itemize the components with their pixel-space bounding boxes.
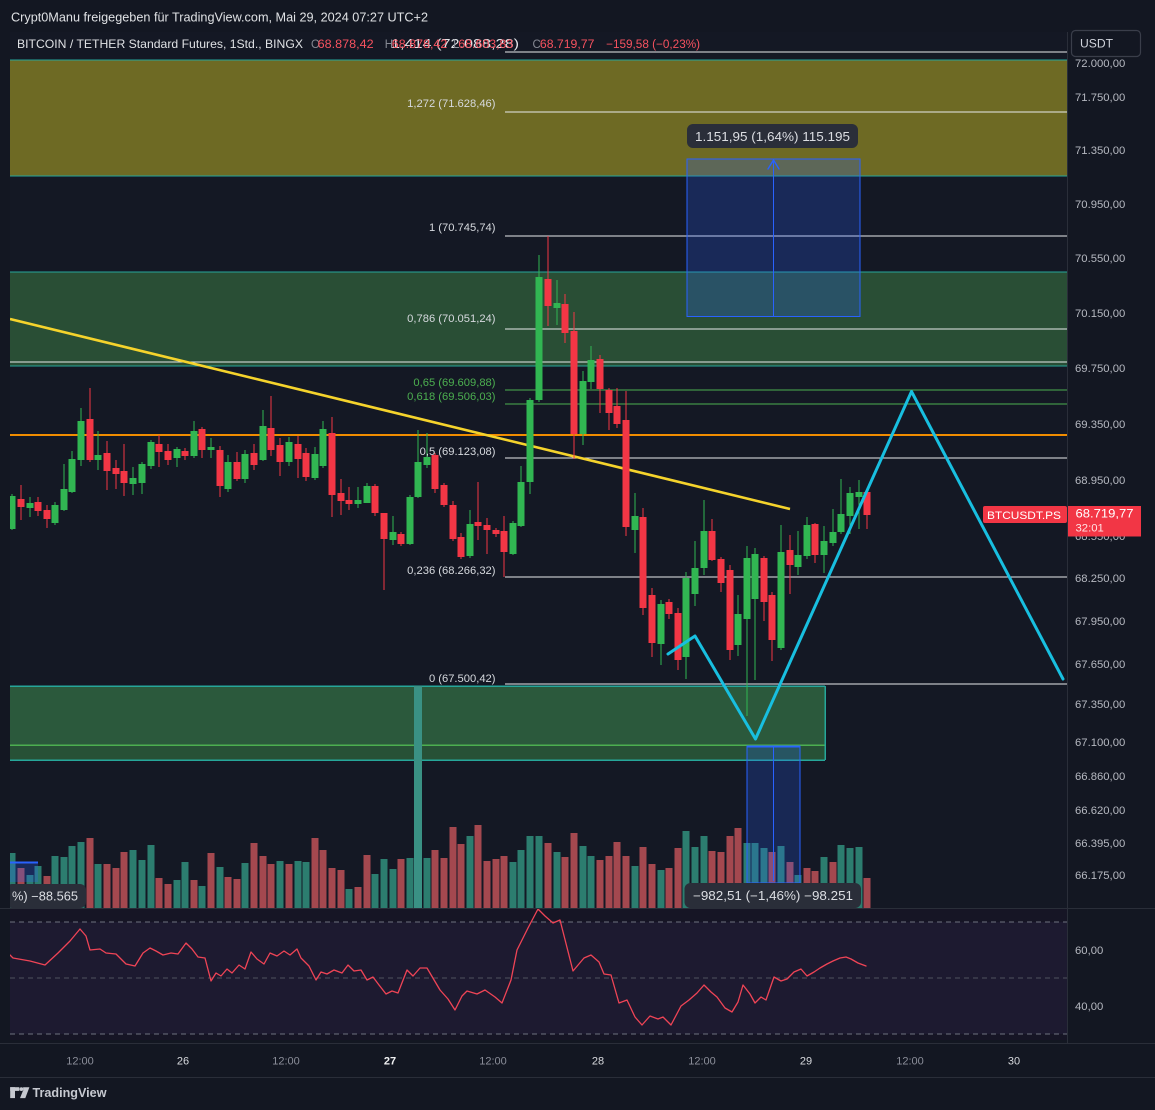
- svg-text:66.860,00: 66.860,00: [1075, 771, 1125, 783]
- svg-text:71.750,00: 71.750,00: [1075, 92, 1125, 104]
- svg-text:70.950,00: 70.950,00: [1075, 199, 1125, 211]
- svg-text:−159,58 (−0,23%): −159,58 (−0,23%): [606, 39, 700, 51]
- svg-text:69.350,00: 69.350,00: [1075, 419, 1125, 431]
- svg-text:12:00: 12:00: [66, 1056, 94, 1068]
- svg-text:C: C: [533, 39, 541, 51]
- svg-text:L: L: [453, 39, 460, 51]
- svg-text:12:00: 12:00: [479, 1056, 507, 1068]
- svg-text:66.620,00: 66.620,00: [1075, 805, 1125, 817]
- svg-text:0,786 (70.051,24): 0,786 (70.051,24): [407, 313, 496, 325]
- svg-text:12:00: 12:00: [896, 1056, 924, 1068]
- svg-text:32:01: 32:01: [1076, 523, 1104, 535]
- svg-text:−982,51 (−1,46%) −98.251: −982,51 (−1,46%) −98.251: [693, 889, 853, 903]
- svg-text:69.750,00: 69.750,00: [1075, 363, 1125, 375]
- svg-text:66.175,00: 66.175,00: [1075, 870, 1125, 882]
- svg-text:O: O: [311, 39, 320, 51]
- svg-text:1,414 (72.088,28): 1,414 (72.088,28): [391, 36, 519, 51]
- svg-text:0,5 (69.123,08): 0,5 (69.123,08): [420, 446, 496, 458]
- svg-text:BITCOIN / TETHER Standard Futu: BITCOIN / TETHER Standard Futures, 1Std.…: [17, 37, 303, 51]
- svg-text:1,272 (71.628,46): 1,272 (71.628,46): [407, 98, 496, 110]
- svg-text:1 (70.745,74): 1 (70.745,74): [429, 222, 496, 234]
- svg-text:H: H: [385, 39, 393, 51]
- svg-text:68.719,77: 68.719,77: [540, 39, 595, 51]
- svg-text:67.350,00: 67.350,00: [1075, 699, 1125, 711]
- svg-text:68.878,42: 68.878,42: [392, 39, 448, 51]
- svg-text:Crypt0Manu freigegeben für Tra: Crypt0Manu freigegeben für TradingView.c…: [11, 11, 428, 25]
- svg-text:BTCUSDT.PS: BTCUSDT.PS: [987, 510, 1061, 522]
- svg-text:0 (67.500,42): 0 (67.500,42): [429, 673, 496, 685]
- svg-text:68.250,00: 68.250,00: [1075, 573, 1125, 585]
- svg-text:70.150,00: 70.150,00: [1075, 308, 1125, 320]
- svg-text:70.550,00: 70.550,00: [1075, 253, 1125, 265]
- svg-text:12:00: 12:00: [688, 1056, 716, 1068]
- svg-text:30: 30: [1008, 1056, 1020, 1068]
- svg-text:68.878,42: 68.878,42: [318, 39, 374, 51]
- svg-text:29: 29: [800, 1056, 812, 1068]
- svg-text:68.719,77: 68.719,77: [1076, 508, 1134, 521]
- svg-text:26: 26: [177, 1056, 189, 1068]
- svg-text:0,65 (69.609,88): 0,65 (69.609,88): [413, 377, 495, 389]
- svg-text:12:00: 12:00: [272, 1056, 300, 1068]
- svg-text:67.650,00: 67.650,00: [1075, 659, 1125, 671]
- svg-text:67.950,00: 67.950,00: [1075, 616, 1125, 628]
- svg-text:28: 28: [592, 1056, 604, 1068]
- svg-text:USDT: USDT: [1080, 37, 1114, 51]
- svg-text:68.603,83: 68.603,83: [458, 39, 513, 51]
- svg-text:40,00: 40,00: [1075, 1001, 1103, 1013]
- svg-text:0,236 (68.266,32): 0,236 (68.266,32): [407, 565, 496, 577]
- svg-text:0,618 (69.506,03): 0,618 (69.506,03): [407, 391, 496, 403]
- svg-text:60,00: 60,00: [1075, 945, 1103, 957]
- svg-text:%) −88.565: %) −88.565: [12, 890, 78, 904]
- svg-text:1.151,95 (1,64%) 115.195: 1.151,95 (1,64%) 115.195: [695, 130, 850, 144]
- svg-text:TradingView: TradingView: [33, 1085, 108, 1100]
- svg-text:27: 27: [384, 1056, 396, 1068]
- svg-text:66.395,00: 66.395,00: [1075, 838, 1125, 850]
- svg-text:68.950,00: 68.950,00: [1075, 475, 1125, 487]
- svg-text:67.100,00: 67.100,00: [1075, 737, 1125, 749]
- svg-text:71.350,00: 71.350,00: [1075, 145, 1125, 157]
- svg-text:72.000,00: 72.000,00: [1075, 58, 1125, 70]
